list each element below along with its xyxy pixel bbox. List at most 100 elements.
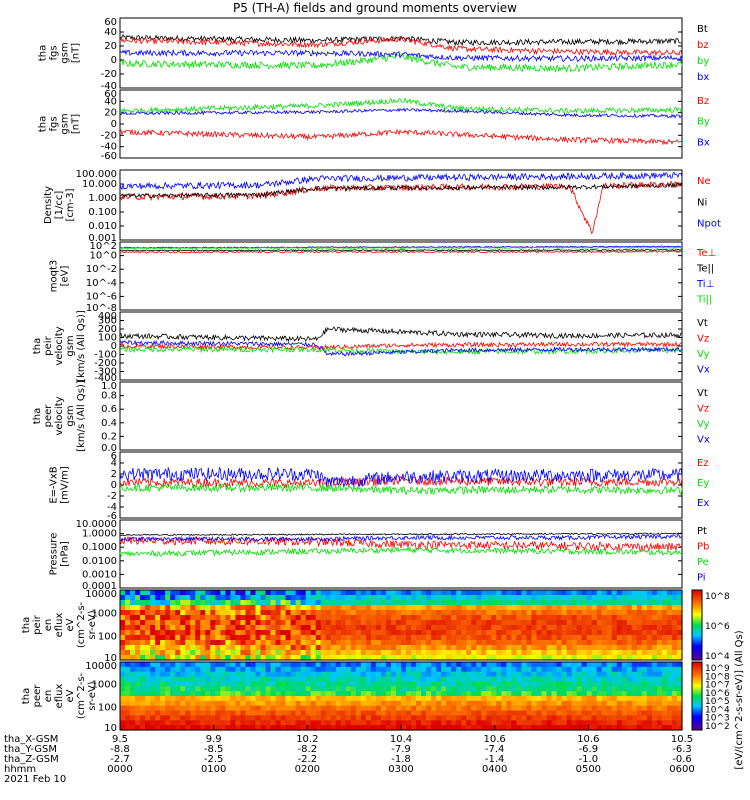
heatmap-cell [506,635,512,641]
heatmap-cell [416,681,422,687]
heatmap-cell [656,681,663,687]
heatmap-cell [621,671,628,678]
heatmap-cell [285,630,292,636]
heatmap-cell [596,710,603,717]
heatmap-cell [611,590,618,596]
heatmap-cell [526,650,533,656]
heatmap-cell [531,691,538,697]
heatmap-cell [310,645,317,651]
heatmap-cell [345,595,352,601]
heatmap-cell [571,700,578,707]
heatmap-cell [305,595,312,601]
heatmap-cell [606,700,613,707]
heatmap-cell [380,676,387,683]
heatmap-cell [150,666,156,673]
heatmap-cell [250,681,257,687]
heatmap-cell [476,696,482,702]
heatmap-cell [215,610,221,616]
heatmap-cell [290,662,297,668]
heatmap-cell [596,595,603,601]
heatmap-cell [676,615,683,621]
heatmap-cell [471,705,477,712]
heatmap-cell [586,650,593,656]
heatmap-cell [636,691,643,697]
heatmap-cell [411,645,417,651]
heatmap-cell [481,705,487,712]
heatmap-cell [426,590,432,596]
heatmap-cell [335,676,342,683]
heatmap-cell [551,691,558,697]
heatmap-cell [646,676,653,683]
heatmap-cell [451,635,457,641]
heatmap-cell [395,710,402,717]
heatmap-cell [330,715,337,721]
heatmap-cell [160,720,166,726]
heatmap-cell [586,645,593,651]
x-tick-label: 9.5 [112,734,128,745]
heatmap-cell [210,595,216,601]
heatmap-cell [345,710,352,717]
heatmap-cell [175,600,181,606]
heatmap-cell [646,615,653,621]
heatmap-cell [200,691,206,697]
heatmap-cell [205,725,211,731]
heatmap-cell [170,605,176,611]
y-tick-label: 10.0000 [76,519,117,530]
heatmap-cell [456,662,462,668]
heatmap-cell [566,640,573,646]
heatmap-cell [325,676,332,683]
heatmap-cell [611,725,618,731]
heatmap-cell [205,595,211,601]
heatmap-cell [240,691,247,697]
heatmap-cell [406,610,412,616]
heatmap-cell [641,625,648,631]
heatmap-cell [511,725,518,731]
panel-peer_eflux: thapeerenefluxeV(cm^2-s-sr-eV)1000010001… [21,661,730,734]
heatmap-cell [220,590,226,596]
heatmap-cell [421,645,427,651]
heatmap-cell [300,696,307,702]
heatmap-cell [541,696,548,702]
heatmap-cell [596,666,603,673]
heatmap-cell [491,615,497,621]
heatmap-cell [416,650,422,656]
heatmap-cell [476,590,482,596]
heatmap-cell [676,666,683,673]
heatmap-cell [390,686,397,692]
heatmap-cell [230,650,237,656]
heatmap-cell [536,715,543,721]
heatmap-cell [551,710,558,717]
heatmap-cell [436,696,442,702]
heatmap-cell [390,600,397,606]
heatmap-cell [631,662,638,668]
heatmap-cell [596,655,603,661]
heatmap-cell [501,676,507,683]
heatmap-cell [375,696,382,702]
heatmap-cell [330,600,337,606]
heatmap-cell [526,705,533,712]
heatmap-cell [471,676,477,683]
heatmap-cell [355,610,362,616]
heatmap-cell [561,620,568,626]
heatmap-cell [230,720,237,726]
heatmap-cell [446,715,452,721]
heatmap-cell [325,610,332,616]
heatmap-cell [411,696,417,702]
heatmap-cell [411,725,417,731]
heatmap-cell [365,610,372,616]
heatmap-cell [621,635,628,641]
heatmap-cell [646,725,653,731]
y-axis-label-line: eV [65,618,76,631]
heatmap-cell [651,705,658,712]
heatmap-cell [395,715,402,721]
heatmap-cell [656,696,663,702]
heatmap-cell [566,620,573,626]
heatmap-cell [215,691,221,697]
heatmap-cell [355,671,362,678]
heatmap-cell [416,676,422,683]
heatmap-cell [416,700,422,707]
x-row-label: tha_Z-GSM [4,754,59,765]
heatmap-cell [270,635,277,641]
heatmap-cell [285,620,292,626]
heatmap-cell [295,615,302,621]
